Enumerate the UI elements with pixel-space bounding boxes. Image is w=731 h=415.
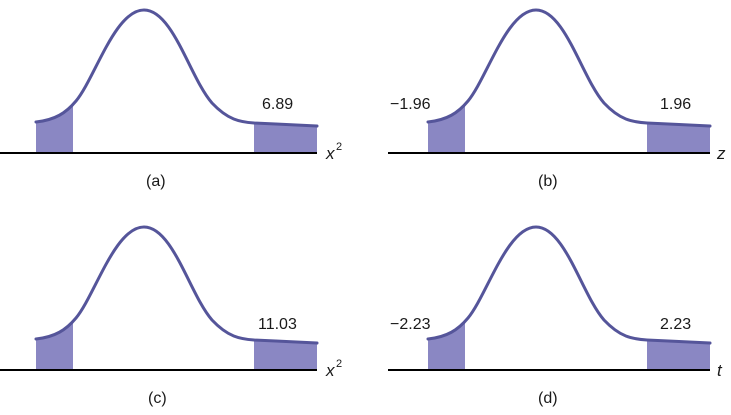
left-value-label: −1.96 — [390, 96, 431, 113]
axis-label: t — [717, 361, 723, 380]
left-tail-shade — [428, 105, 465, 153]
distribution-curve — [426, 225, 712, 345]
panel-a: 6.89 x 2 (a) — [0, 8, 342, 190]
axis-label-superscript: 2 — [336, 141, 342, 153]
left-value-label: −2.23 — [390, 316, 431, 333]
panel-caption: (c) — [148, 390, 167, 407]
right-tail-shade — [254, 340, 317, 370]
panel-caption: (b) — [538, 173, 558, 190]
panel-c: 11.03 x 2 (c) — [0, 225, 342, 407]
right-value-label: 11.03 — [258, 316, 297, 333]
axis-label: z — [716, 144, 726, 163]
left-tail-shade — [428, 322, 465, 370]
distribution-curve — [34, 225, 319, 345]
right-tail-shade — [647, 340, 710, 370]
panel-caption: (a) — [146, 173, 166, 190]
axis-label-superscript: 2 — [336, 358, 342, 370]
panel-d: −2.23 2.23 t (d) — [388, 225, 723, 407]
right-value-label: 6.89 — [262, 96, 293, 113]
distribution-curve — [34, 8, 319, 128]
left-tail-shade — [36, 322, 73, 370]
left-tail-shade — [36, 105, 73, 153]
right-tail-shade — [647, 123, 710, 153]
axis-label: x — [325, 144, 335, 163]
panel-caption: (d) — [538, 390, 558, 407]
distribution-curve — [426, 8, 712, 128]
panel-b: −1.96 1.96 z (b) — [388, 8, 726, 190]
right-value-label: 2.23 — [660, 316, 691, 333]
right-value-label: 1.96 — [660, 96, 691, 113]
axis-label: x — [325, 361, 335, 380]
right-tail-shade — [254, 123, 317, 153]
